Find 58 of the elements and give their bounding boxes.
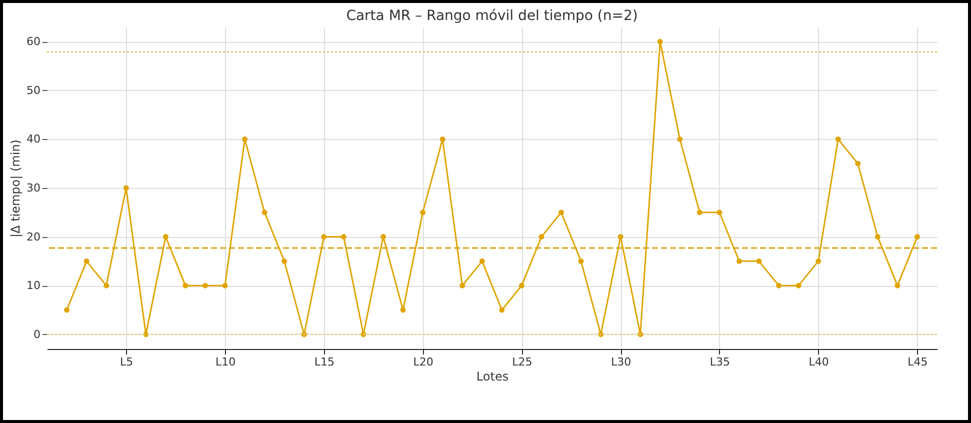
point — [182, 282, 188, 288]
point — [262, 210, 268, 216]
point — [835, 136, 841, 142]
point — [796, 282, 802, 288]
x-tick-label: L45 — [908, 356, 928, 368]
point — [914, 234, 920, 240]
x-tick-label: L40 — [808, 356, 829, 368]
point — [756, 258, 762, 264]
y-tick-label: 20 — [26, 230, 40, 244]
point — [558, 210, 564, 216]
point — [321, 234, 327, 240]
x-tick-label: L30 — [610, 356, 632, 368]
point — [162, 234, 168, 240]
y-tick-label: 50 — [26, 84, 40, 97]
point — [84, 258, 90, 264]
point — [400, 307, 406, 313]
point — [874, 234, 880, 240]
chart-title: Carta MR – Rango móvil del tiempo (n=2) — [346, 8, 638, 24]
point — [104, 282, 110, 288]
y-tick-label: 60 — [26, 35, 40, 48]
x-tick-label: L5 — [120, 356, 134, 368]
point — [123, 185, 129, 191]
point — [776, 282, 782, 288]
point — [222, 282, 228, 288]
point — [538, 234, 544, 240]
x-tick-label: L35 — [710, 356, 730, 368]
point — [420, 210, 426, 216]
point — [696, 210, 702, 216]
y-axis-title: |Δ tiempo| (min) — [8, 140, 23, 238]
x-axis-title: Lotes — [476, 370, 509, 384]
point — [657, 38, 663, 44]
point — [64, 307, 70, 313]
point — [816, 258, 822, 264]
point — [460, 282, 466, 288]
y-tick-label: 0 — [34, 328, 40, 341]
x-tick-label: L25 — [512, 356, 532, 368]
point — [618, 234, 624, 240]
point — [479, 258, 485, 264]
point — [736, 258, 742, 264]
y-tick-label: 10 — [26, 279, 40, 292]
point — [242, 136, 248, 142]
point — [202, 282, 208, 288]
y-tick-label: 30 — [26, 182, 40, 194]
point — [894, 282, 900, 288]
point — [340, 234, 346, 240]
point — [716, 210, 722, 216]
point — [440, 136, 446, 142]
point — [518, 282, 524, 288]
point — [677, 136, 683, 142]
x-tick-label: L15 — [314, 356, 334, 368]
point — [578, 258, 584, 264]
point — [380, 234, 386, 240]
x-tick-label: L20 — [413, 356, 434, 368]
point — [282, 258, 288, 264]
x-tick-label: L10 — [215, 356, 236, 368]
point — [499, 307, 505, 313]
point — [855, 160, 861, 166]
y-tick-label: 40 — [26, 132, 40, 146]
